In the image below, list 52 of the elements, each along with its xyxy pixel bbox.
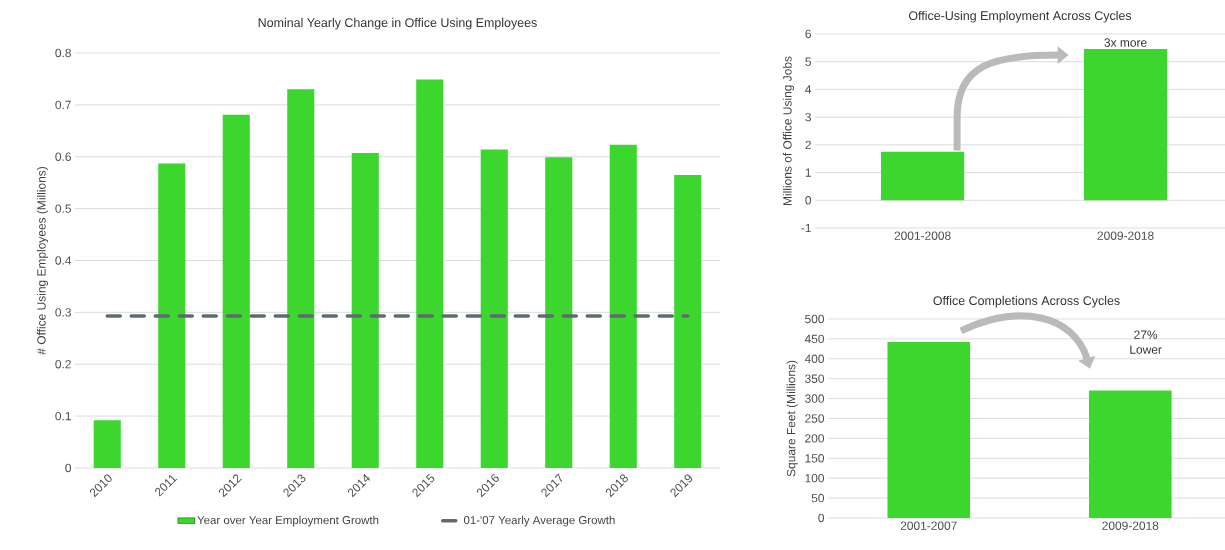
y-tick-label: 0.6 [55, 152, 71, 161]
chart-title: Office-Using Employment Across Cycles [908, 10, 1132, 23]
y-tick-label: 250 [805, 414, 825, 423]
y-tick-label: 1 [805, 168, 811, 177]
x-tick-label: 2001-2007 [900, 521, 957, 530]
bar [480, 149, 508, 468]
y-tick-label: 4 [805, 85, 812, 94]
bar [674, 174, 702, 468]
chart-title: Office Completions Across Cycles [933, 295, 1120, 308]
y-tick-label: 0.2 [55, 360, 71, 369]
y-tick-label: 150 [805, 454, 825, 463]
y-tick-label: 0.8 [55, 48, 71, 58]
bar [609, 144, 637, 468]
bar [158, 163, 186, 468]
y-tick-label: 0.5 [55, 204, 71, 213]
y-tick-label: 3 [805, 112, 811, 122]
y-tick-label: 0.7 [55, 100, 71, 110]
bar [545, 157, 573, 468]
y-axis-title: Square Feet (Millions) [786, 360, 798, 477]
y-tick-label: 6 [805, 29, 811, 39]
y-tick-label: 350 [805, 374, 825, 383]
chart-title: Nominal Yearly Change in Office Using Employees [258, 17, 537, 30]
y-axis-title: # Office Using Employees (Millions) [36, 167, 49, 355]
y-tick-label: 0 [805, 196, 812, 205]
y-tick-label: -1 [801, 223, 811, 233]
x-tick-label: 2001-2008 [894, 231, 951, 240]
y-tick-label: 200 [805, 434, 825, 443]
y-tick-label: 450 [804, 334, 825, 344]
annotation: 3x more [1104, 38, 1147, 47]
y-axis-title: Millions of Office Using Jobs [782, 56, 795, 205]
bar [287, 89, 315, 468]
y-tick-label: 0 [65, 463, 72, 473]
y-tick-label: 0.1 [55, 411, 71, 421]
annotation: 27% Lower [1130, 330, 1162, 354]
y-tick-label: 2 [805, 140, 811, 150]
x-tick-label: 2009-2018 [1102, 521, 1159, 530]
legend-label: 01-'07 Yearly Average Growth [463, 515, 615, 527]
y-tick-label: 400 [804, 354, 825, 364]
y-tick-label: 500 [805, 314, 825, 324]
y-tick-label: 5 [805, 57, 811, 66]
bar [351, 153, 379, 468]
y-tick-label: 50 [811, 493, 825, 503]
bar [93, 420, 121, 468]
y-tick-label: 100 [805, 473, 825, 483]
legend-label: Year over Year Employment Growth [197, 515, 379, 527]
x-tick-label: 2009-2018 [1097, 231, 1154, 240]
y-tick-label: 300 [805, 394, 825, 403]
bar [416, 79, 444, 468]
bar [222, 114, 250, 468]
y-tick-label: 0.3 [55, 308, 71, 317]
y-tick-label: 0.4 [55, 256, 72, 265]
y-tick-label: 0 [818, 513, 825, 523]
